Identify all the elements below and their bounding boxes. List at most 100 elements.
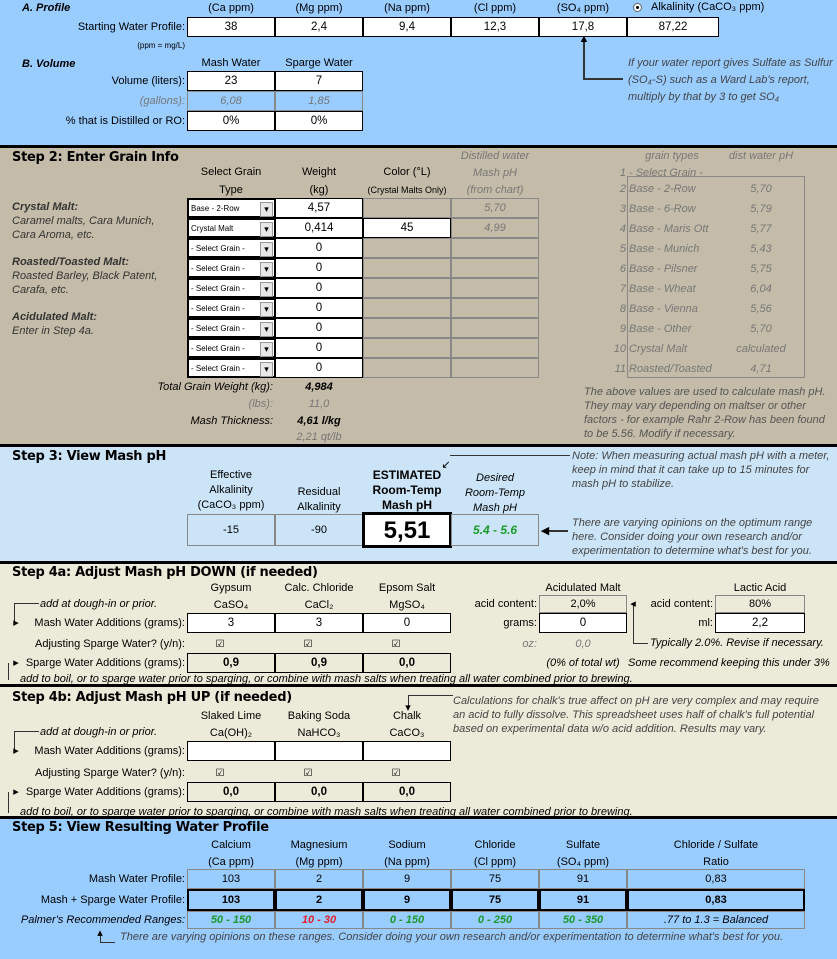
mash-addition-input[interactable] xyxy=(363,741,451,761)
column-header: Sparge Water xyxy=(285,56,353,69)
mash-addition-input[interactable] xyxy=(275,741,363,761)
grain-weight-input[interactable]: 0 xyxy=(275,278,363,298)
column-header: Calcium xyxy=(211,839,251,851)
volume-input[interactable]: 7 xyxy=(275,71,363,91)
volume-input[interactable]: 0% xyxy=(275,111,363,131)
grain-type-dropdown[interactable]: - Select Grain - xyxy=(187,238,275,258)
volume-input[interactable]: 23 xyxy=(187,71,275,91)
grain-weight-input[interactable]: 0 xyxy=(275,338,363,358)
water-profile-input[interactable]: 2,4 xyxy=(275,17,363,37)
recommended-range: 10 - 30 xyxy=(275,911,363,929)
mash-sparge-profile-value: 91 xyxy=(539,889,627,911)
residual-alkalinity-value: -90 xyxy=(275,514,363,546)
row-label: (gallons): xyxy=(139,94,185,107)
column-header: (Ca ppm) xyxy=(208,1,254,14)
mash-thickness-qt: 2,21 qt/lb xyxy=(296,431,342,443)
salt-name: Gypsum xyxy=(210,582,252,594)
lactic-content-input[interactable]: 80% xyxy=(715,595,805,613)
grain-color-input[interactable] xyxy=(363,358,451,378)
column-header: Chloride / Sulfate xyxy=(673,839,759,851)
grain-note: Carafa, etc. xyxy=(12,283,69,296)
arrow-up-icon: ▲ xyxy=(578,32,590,45)
grain-color-input[interactable]: 45 xyxy=(363,218,451,238)
ref-ph-value: calculated xyxy=(736,342,786,355)
mash-addition-input[interactable] xyxy=(187,741,275,761)
sparge-checkbox[interactable]: ☑ xyxy=(391,767,401,779)
estimated-mash-ph-value: 5,51 xyxy=(362,512,452,548)
ref-grain-name: Base - Wheat xyxy=(629,282,696,295)
sparge-checkbox[interactable]: ☑ xyxy=(215,767,225,779)
unit-note: (ppm = mg/L) xyxy=(137,40,185,50)
ref-grain-name: Base - Pilsner xyxy=(629,262,698,275)
sparge-checkbox[interactable]: ☑ xyxy=(303,638,313,650)
grain-weight-input[interactable]: 0 xyxy=(275,318,363,338)
water-profile-input[interactable]: 87,22 xyxy=(627,17,719,37)
alkalinity-radio-label[interactable]: Alkalinity (CaCO₃ ppm) xyxy=(651,0,765,13)
grain-type-dropdown[interactable]: - Select Grain - xyxy=(187,318,275,338)
volume-input[interactable]: 0% xyxy=(187,111,275,131)
section-title: Step 3: View Mash pH xyxy=(12,448,167,464)
ref-number: 1 xyxy=(619,166,626,179)
grain-type-dropdown[interactable]: - Select Grain - xyxy=(187,358,275,378)
water-profile-input[interactable]: 12,3 xyxy=(451,17,539,37)
column-header: Desired xyxy=(476,472,514,484)
grain-weight-input[interactable]: 0 xyxy=(275,358,363,378)
arrow-right-icon: ▸ xyxy=(13,656,19,669)
ref-number: 10 xyxy=(613,342,626,355)
grain-type-dropdown[interactable]: Crystal Malt xyxy=(187,218,275,238)
sparge-checkbox[interactable]: ☑ xyxy=(303,767,313,779)
grain-color-input[interactable] xyxy=(363,318,451,338)
grain-type-dropdown[interactable]: - Select Grain - xyxy=(187,258,275,278)
sparge-checkbox[interactable]: ☑ xyxy=(391,638,401,650)
salt-name: Chalk xyxy=(392,710,422,722)
mash-profile-value: 0,83 xyxy=(627,869,805,889)
grain-weight-input[interactable]: 4,57 xyxy=(275,198,363,218)
column-header: Distilled water xyxy=(460,150,530,162)
water-profile-input[interactable]: 9,4 xyxy=(363,17,451,37)
grain-type-dropdown[interactable]: - Select Grain - xyxy=(187,338,275,358)
row-label: ml: xyxy=(698,616,713,629)
grain-weight-input[interactable]: 0 xyxy=(275,298,363,318)
acid-malt-content-input[interactable]: 2,0% xyxy=(539,595,627,613)
grain-color-input[interactable] xyxy=(363,238,451,258)
column-header: (SO₄ ppm) xyxy=(556,856,610,868)
grain-color-input[interactable] xyxy=(363,258,451,278)
grain-type-dropdown[interactable]: Base - 2-Row xyxy=(187,198,275,218)
grain-color-input[interactable] xyxy=(363,198,451,218)
meter-note: keep in mind that it can take up to 15 m… xyxy=(572,463,810,476)
water-profile-input[interactable]: 38 xyxy=(187,17,275,37)
column-header: (SO₄ ppm) xyxy=(556,1,610,14)
radio-icon[interactable] xyxy=(632,2,642,12)
water-profile-input[interactable]: 17,8 xyxy=(539,17,627,37)
grain-type-dropdown[interactable]: - Select Grain - xyxy=(187,298,275,318)
desired-mash-ph-value: 5.4 - 5.6 xyxy=(451,514,539,546)
lactic-ml-value[interactable]: 2,2 xyxy=(715,613,805,633)
row-label: Adjusting Sparge Water? (y/n): xyxy=(35,637,185,650)
column-header: Select Grain xyxy=(200,166,262,178)
column-header: (Na ppm) xyxy=(384,1,430,14)
grain-color-input[interactable] xyxy=(363,338,451,358)
grain-type-dropdown[interactable]: - Select Grain - xyxy=(187,278,275,298)
mash-profile-value: 91 xyxy=(539,869,627,889)
connector-line xyxy=(100,935,101,943)
grain-color-input[interactable] xyxy=(363,298,451,318)
column-header: ESTIMATED xyxy=(372,468,442,482)
salt-formula: MgSO₄ xyxy=(389,599,425,611)
grain-weight-input[interactable]: 0 xyxy=(275,238,363,258)
arrow-line xyxy=(450,455,570,456)
grain-weight-input[interactable]: 0,414 xyxy=(275,218,363,238)
column-header: Mash pH xyxy=(472,167,518,179)
sparge-checkbox[interactable]: ☑ xyxy=(215,638,225,650)
grain-ph-value: 5,70 xyxy=(451,198,539,218)
ref-number: 7 xyxy=(619,282,626,295)
range-note: There are varying opinions on the optimu… xyxy=(572,516,813,529)
mash-addition-input[interactable]: 0 xyxy=(363,613,451,633)
mash-addition-input[interactable]: 3 xyxy=(275,613,363,633)
row-label: Mash Thickness: xyxy=(190,415,273,427)
ref-grain-name: Base - Munich xyxy=(629,242,700,255)
acid-malt-grams-input[interactable]: 0 xyxy=(539,613,627,633)
mash-addition-input[interactable]: 3 xyxy=(187,613,275,633)
grain-weight-input[interactable]: 0 xyxy=(275,258,363,278)
grain-color-input[interactable] xyxy=(363,278,451,298)
mash-sparge-profile-value: 2 xyxy=(275,889,363,911)
